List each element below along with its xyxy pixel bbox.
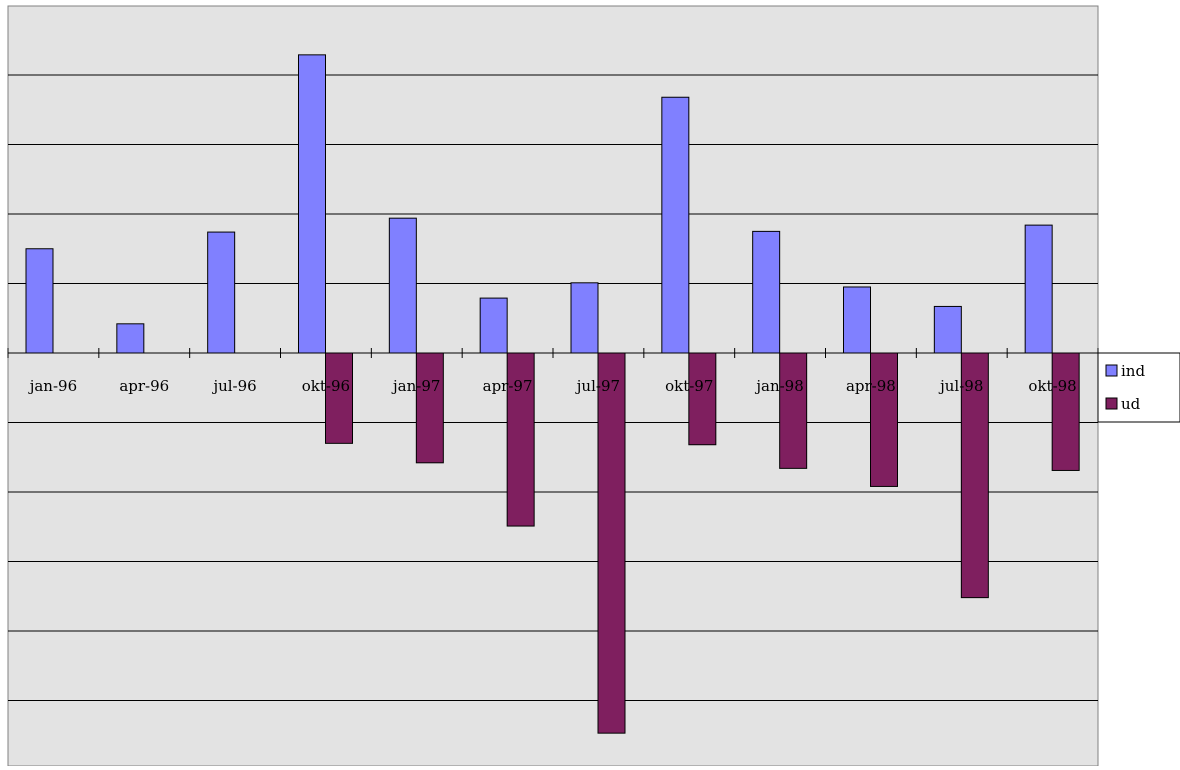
legend-swatch-ud [1105,397,1118,410]
bar-ud [597,352,626,734]
bar-ind [116,323,145,354]
bars [25,54,1080,734]
bar-ud [415,352,444,464]
bar-ind [570,282,599,354]
bar-ind [479,297,508,354]
bar-ind [933,305,962,354]
bar-ind [843,286,871,354]
gridlines [8,74,1098,701]
bar-ud [325,352,353,444]
bar-ud [506,352,535,527]
x-tick-labels: jan-96 apr-96 jul-96 okt-96 jan-97 apr-97 jul-… [28,377,1077,395]
x-tick-label: jan-96 [28,377,77,395]
legend: ind ud [1097,352,1180,423]
bar-ind [661,96,690,354]
x-tick-label: okt-98 [1028,377,1076,395]
x-tick-label: jul-98 [938,377,983,395]
bar-ind [298,54,326,354]
x-tick-label: jan-98 [754,377,803,395]
legend-label-ind: ind [1121,362,1145,380]
bar-ud [779,352,808,469]
x-tick-label: apr-97 [483,377,533,395]
x-tick-label: okt-97 [665,377,713,395]
x-tick-label: okt-96 [302,377,350,395]
bar-ud [1051,352,1080,471]
x-axis [7,348,1099,358]
plot-area [7,5,1099,767]
bar-ind [752,230,781,354]
bar-ind [207,231,236,354]
bar-ud [960,352,989,599]
bar-ind [25,248,54,354]
x-tick-label: jul-97 [575,377,620,395]
legend-swatch-ind [1105,364,1118,377]
bar-ud [870,352,898,487]
x-tick-label: jan-97 [391,377,440,395]
bar-ind [388,217,417,354]
bar-ud [688,352,717,446]
x-tick-label: apr-98 [846,377,896,395]
bar-ind [1024,224,1053,354]
x-tick-label: jul-96 [211,377,256,395]
x-tick-label: apr-96 [119,377,169,395]
legend-label-ud: ud [1121,395,1141,413]
